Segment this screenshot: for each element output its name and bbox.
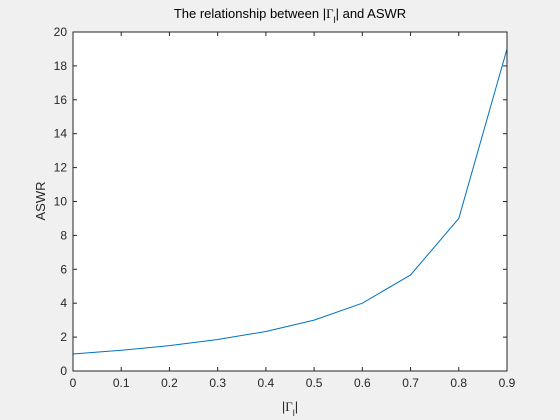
x-tick-label: 0.1 [113, 376, 130, 390]
y-tick-label: 18 [54, 59, 68, 73]
axis-tick-labels: 0 0.1 0.2 0.3 0.4 0.5 0.6 0.7 0.8 0.9 0 2 4 6 8 10 12 14 1… [54, 25, 516, 390]
y-tick-label: 12 [54, 161, 68, 175]
y-tick-label: 2 [60, 330, 67, 344]
x-tick-label: 0.3 [209, 376, 226, 390]
axes-box [72, 31, 508, 372]
x-axis-label: |Γl| [282, 399, 298, 418]
x-tick-label: 0.7 [402, 376, 419, 390]
y-tick-label: 20 [54, 25, 68, 39]
x-tick-label: 0.9 [499, 376, 516, 390]
axis-ticks [72, 31, 508, 372]
y-tick-label: 14 [54, 127, 68, 141]
x-tick-label: 0.2 [161, 376, 178, 390]
x-tick-label: 0.4 [258, 376, 275, 390]
y-tick-label: 10 [54, 195, 68, 209]
y-tick-label: 6 [60, 262, 67, 276]
y-tick-label: 4 [60, 296, 67, 310]
series-line [72, 48, 508, 355]
y-tick-label: 0 [60, 364, 67, 378]
series-layer [72, 48, 508, 355]
x-tick-label: 0.8 [450, 376, 467, 390]
y-tick-label: 16 [54, 93, 68, 107]
y-axis-label: ASWR [33, 182, 48, 221]
x-tick-label: 0.6 [354, 376, 371, 390]
x-tick-label: 0 [70, 376, 77, 390]
chart-title: The relationship between |Γl| and ASWR [174, 6, 406, 25]
plot-area [73, 32, 507, 371]
y-tick-label: 8 [60, 228, 67, 242]
x-tick-label: 0.5 [306, 376, 323, 390]
